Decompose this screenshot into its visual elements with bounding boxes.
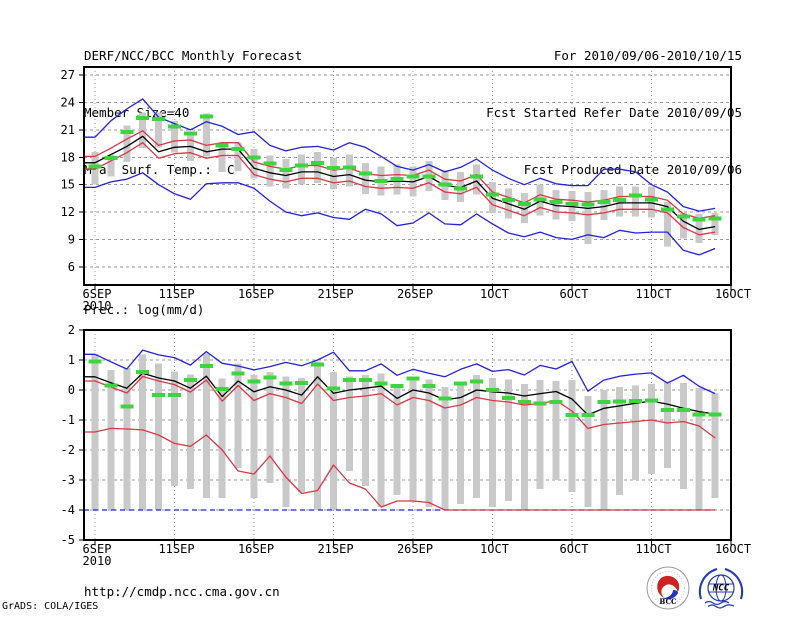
- x-tick-label: 16OCT: [715, 287, 751, 301]
- y-tick-label: -4: [61, 503, 75, 517]
- y-tick-label: 27: [61, 68, 75, 82]
- ncc-logo: NCC: [698, 568, 744, 609]
- x-tick-label: 11SEP: [158, 287, 194, 301]
- produced-date: Fcst Produced Date 2010/09/06: [523, 162, 742, 177]
- x-tick-label: 16SEP: [238, 287, 274, 301]
- y-tick-label: 6: [68, 260, 75, 274]
- grads-credit: GrADS: COLA/IGES: [2, 601, 99, 612]
- y-tick-label: 1: [68, 353, 75, 367]
- x-axis-year-label: 2010: [83, 554, 112, 568]
- y-tick-label: 9: [68, 232, 75, 246]
- x-tick-label: 6OCT: [560, 287, 589, 301]
- x-tick-label: 16SEP: [238, 542, 274, 556]
- x-tick-label: 26SEP: [397, 287, 433, 301]
- refer-date: Fcst Started Refer Date 2010/09/05: [486, 105, 742, 120]
- y-tick-label: 24: [61, 96, 75, 110]
- y-tick-label: 18: [61, 150, 75, 164]
- y-tick-label: -1: [61, 413, 75, 427]
- x-tick-label: 21SEP: [317, 287, 353, 301]
- x-tick-label: 6SEP: [83, 287, 112, 301]
- bcc-logo-text: BCC: [659, 597, 677, 606]
- x-tick-label: 26SEP: [397, 542, 433, 556]
- y-tick-label: 0: [68, 383, 75, 397]
- x-tick-label: 21SEP: [317, 542, 353, 556]
- x-tick-label: 11OCT: [635, 287, 671, 301]
- forecast-period: For 2010/09/06-2010/10/15: [553, 48, 742, 63]
- y-tick-label: -3: [61, 473, 75, 487]
- x-axis-year-label: 2010: [83, 299, 112, 313]
- x-tick-label: 11OCT: [635, 542, 671, 556]
- y-tick-label: 2: [68, 323, 75, 337]
- bcc-logo: BCC: [646, 566, 690, 610]
- header-right: For 2010/09/06-2010/10/15 Fcst Started R…: [486, 8, 742, 217]
- x-tick-label: 16OCT: [715, 542, 751, 556]
- y-tick-label: 15: [61, 178, 75, 192]
- x-tick-label: 6SEP: [83, 542, 112, 556]
- x-tick-label: 6OCT: [560, 542, 589, 556]
- x-tick-label: 11SEP: [158, 542, 194, 556]
- x-tick-label: 1OCT: [480, 542, 509, 556]
- y-tick-label: -5: [61, 533, 75, 547]
- precip-chart-title: Prec.: log(mm/d): [84, 302, 205, 317]
- y-tick-label: 12: [61, 205, 75, 219]
- page-title: DERF/NCC/BCC Monthly Forecast: [84, 48, 303, 63]
- y-tick-label: 21: [61, 123, 75, 137]
- ncc-logo-text: NCC: [712, 584, 730, 594]
- x-tick-label: 1OCT: [480, 287, 509, 301]
- source-url: http://cmdp.ncc.cma.gov.cn: [84, 584, 280, 599]
- y-tick-label: -2: [61, 443, 75, 457]
